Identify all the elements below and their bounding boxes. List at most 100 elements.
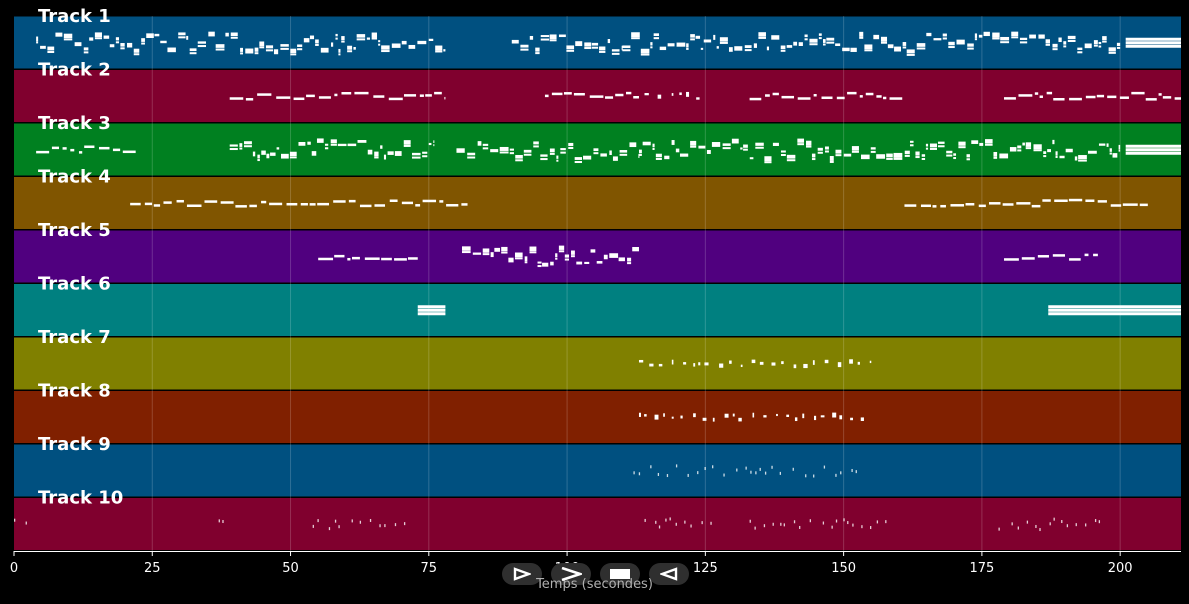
note <box>36 41 39 44</box>
note <box>144 202 153 206</box>
note <box>793 364 797 369</box>
note <box>244 145 252 148</box>
note <box>333 200 346 203</box>
track-lane <box>14 284 1181 336</box>
note <box>411 152 421 156</box>
note <box>584 42 592 47</box>
note <box>356 34 366 38</box>
note <box>1052 139 1055 145</box>
note <box>700 47 704 50</box>
note <box>798 42 803 46</box>
note <box>306 94 315 98</box>
note <box>690 34 695 38</box>
note <box>315 43 319 46</box>
note <box>740 364 743 368</box>
note <box>467 152 476 156</box>
note <box>403 94 417 97</box>
note <box>1139 203 1148 207</box>
note <box>686 43 689 48</box>
note <box>850 47 857 52</box>
note <box>622 49 631 52</box>
x-tick-label: 50 <box>282 561 299 576</box>
note <box>780 49 786 52</box>
note <box>860 154 870 160</box>
note <box>584 261 590 265</box>
note <box>658 363 663 367</box>
note <box>669 517 671 521</box>
note <box>809 43 818 46</box>
note <box>1045 43 1051 46</box>
note <box>84 145 95 149</box>
note <box>615 93 624 97</box>
note <box>417 308 446 312</box>
note <box>461 246 471 251</box>
note <box>1109 152 1112 155</box>
note <box>953 157 957 160</box>
note <box>558 34 566 38</box>
note <box>719 363 724 368</box>
rewind-button[interactable] <box>649 563 689 585</box>
note <box>1069 97 1082 101</box>
note <box>367 149 373 155</box>
note <box>626 91 632 95</box>
note <box>654 414 659 420</box>
note <box>658 525 661 529</box>
note <box>378 43 381 46</box>
note <box>764 471 767 475</box>
note <box>1078 155 1087 160</box>
note <box>556 159 559 162</box>
note <box>619 153 628 156</box>
note <box>1021 257 1035 260</box>
note <box>563 92 572 95</box>
note <box>940 204 946 208</box>
note <box>564 258 570 261</box>
note <box>529 251 537 254</box>
note <box>1000 36 1010 41</box>
note <box>289 156 297 159</box>
note <box>650 42 653 46</box>
note <box>1038 34 1045 39</box>
note <box>806 140 812 146</box>
note <box>273 49 279 55</box>
note <box>439 200 444 203</box>
note <box>542 262 549 267</box>
note <box>356 38 366 41</box>
note <box>676 42 686 47</box>
play-button[interactable] <box>502 563 542 585</box>
note <box>1093 44 1098 47</box>
note <box>428 142 432 146</box>
note <box>771 35 780 40</box>
note <box>153 204 161 207</box>
note <box>831 525 833 529</box>
note <box>989 202 1001 205</box>
note <box>133 48 140 53</box>
note <box>62 147 67 150</box>
note <box>575 41 583 47</box>
note <box>364 257 380 260</box>
note <box>1048 305 1181 309</box>
fast-forward-button[interactable] <box>551 563 591 585</box>
note <box>783 523 785 527</box>
note <box>680 415 683 419</box>
note <box>381 45 390 50</box>
note <box>47 51 55 54</box>
note <box>860 417 864 421</box>
note <box>425 94 432 97</box>
stop-button[interactable] <box>600 563 640 585</box>
note <box>501 246 508 252</box>
note <box>239 143 243 147</box>
note <box>1098 41 1102 45</box>
note <box>650 46 653 49</box>
note <box>627 262 632 265</box>
note <box>622 45 631 49</box>
note <box>529 246 537 252</box>
note <box>780 522 782 526</box>
note <box>633 95 639 99</box>
note <box>417 312 446 316</box>
note <box>1063 41 1067 45</box>
note <box>307 141 311 145</box>
note <box>659 46 667 51</box>
note <box>655 153 662 158</box>
note <box>330 143 337 146</box>
